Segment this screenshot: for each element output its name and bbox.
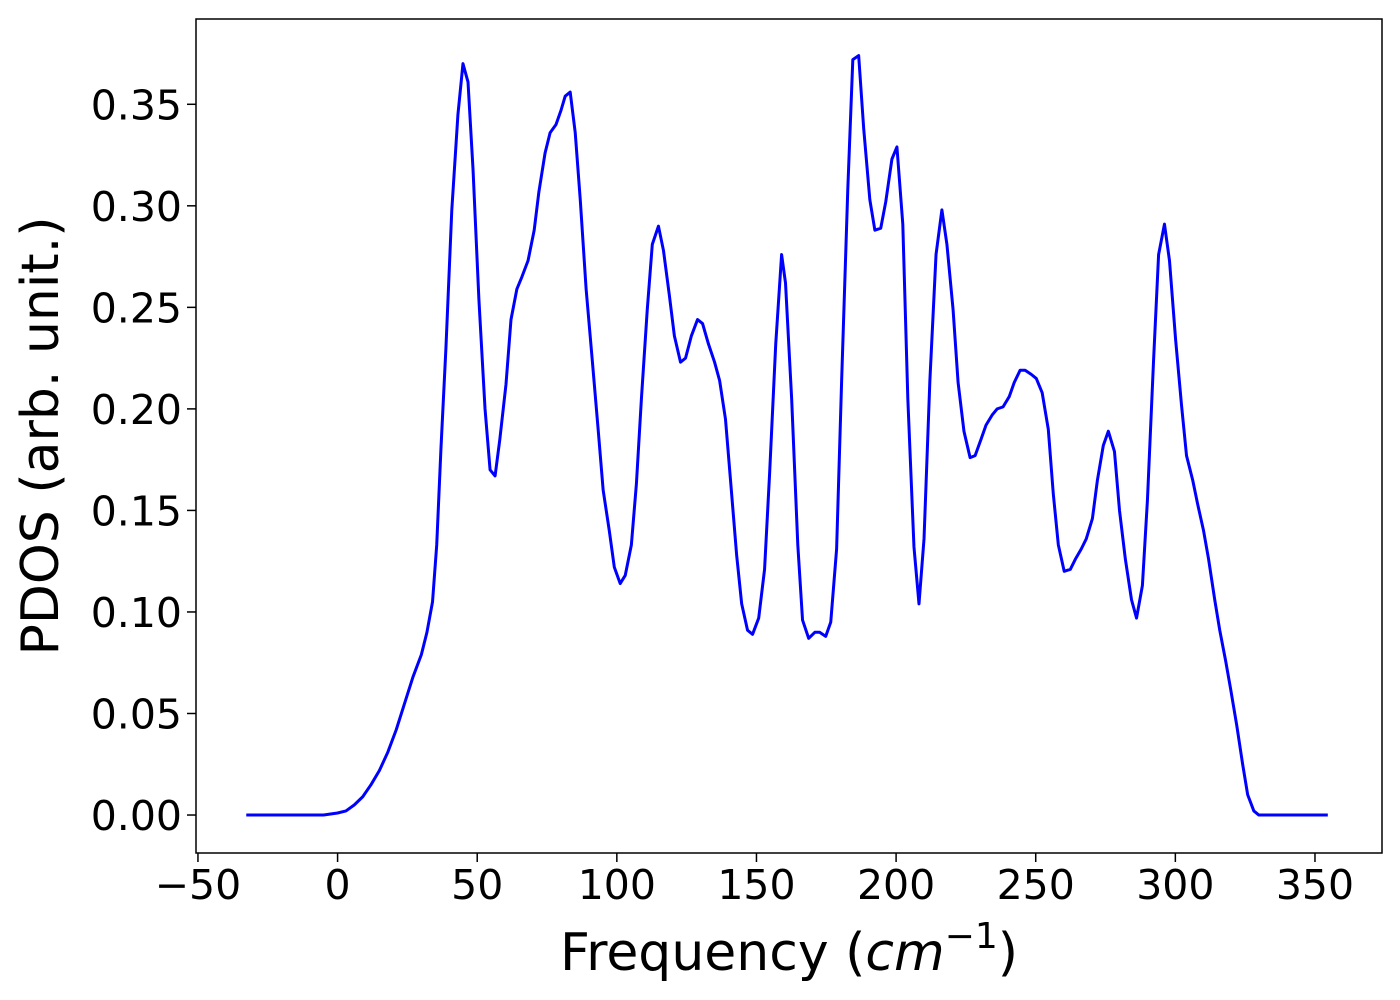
x-tick-label: 50 [451,861,503,909]
x-tick-label: 250 [997,861,1075,909]
x-label-close: ) [998,923,1018,983]
x-tick-label: −50 [155,861,242,909]
y-tick-label: 0.10 [91,589,182,637]
x-label-unit: cm [865,923,944,983]
x-tick-label: 150 [717,861,795,909]
plot-frame [195,18,1383,854]
y-tick-label: 0.20 [91,386,182,434]
x-tick-label: 300 [1136,861,1214,909]
y-tick-label: 0.15 [91,487,182,535]
x-tick-label: 200 [857,861,935,909]
y-tick-label: 0.30 [91,183,182,231]
x-axis-label: Frequency (cm−1) [560,916,1018,983]
x-tick-label: 350 [1276,861,1354,909]
y-tick-label: 0.05 [91,690,182,738]
y-tick-label: 0.35 [91,81,182,129]
x-tick-label: 100 [578,861,656,909]
y-tick-label: 0.25 [91,284,182,332]
x-label-exponent: −1 [945,916,998,957]
y-tick-label: 0.00 [91,792,182,840]
y-axis-label: PDOS (arb. unit.) [11,216,71,655]
x-label-text: Frequency ( [560,923,865,983]
x-tick-label: 0 [325,861,351,909]
data-line [246,54,1328,817]
